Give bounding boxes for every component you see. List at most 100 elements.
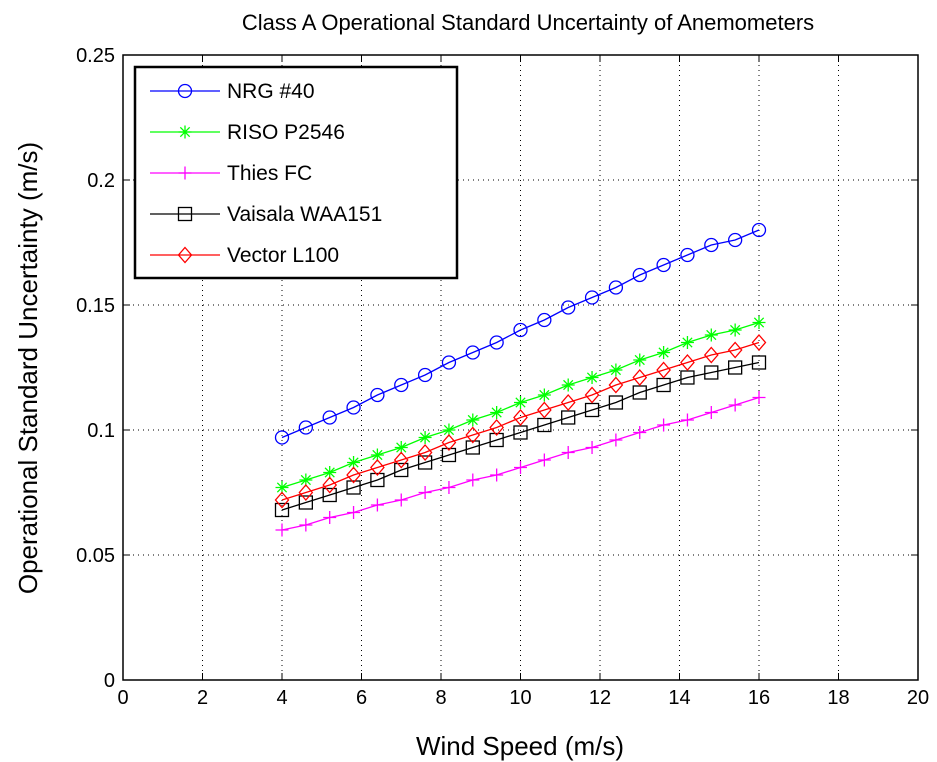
x-axis-ticks: 0 2 4 6 8 10 12 14 16 18 20 bbox=[117, 55, 929, 709]
square-marker bbox=[632, 385, 647, 400]
circle-marker bbox=[704, 237, 719, 253]
plus-marker bbox=[585, 441, 599, 454]
circle-marker bbox=[441, 355, 457, 370]
star-marker bbox=[394, 441, 408, 454]
circle-marker bbox=[346, 400, 361, 415]
series-layer bbox=[274, 222, 767, 537]
diamond-marker bbox=[393, 451, 409, 469]
square-marker bbox=[584, 402, 600, 418]
circle-marker bbox=[584, 290, 600, 305]
series-line bbox=[281, 229, 760, 439]
y-tick-label: 0.05 bbox=[76, 545, 115, 567]
star-marker bbox=[561, 378, 575, 392]
plus-marker bbox=[514, 461, 527, 474]
legend-label: RISO P2546 bbox=[227, 121, 345, 144]
square-marker bbox=[370, 472, 385, 488]
legend: NRG #40 RISO P2546 Thies FC Vaisala WAA151 V… bbox=[133, 65, 459, 280]
circle-marker bbox=[656, 257, 671, 273]
square-marker bbox=[728, 360, 743, 375]
legend-label: Thies FC bbox=[227, 162, 312, 185]
x-tick-label: 12 bbox=[589, 687, 611, 709]
star-marker bbox=[490, 406, 504, 419]
diamond-marker bbox=[608, 376, 624, 394]
diamond-marker bbox=[177, 246, 193, 264]
diamond-marker bbox=[703, 346, 719, 364]
diamond-marker bbox=[489, 419, 505, 436]
square-marker bbox=[513, 425, 528, 440]
legend-item: Vaisala WAA151 bbox=[150, 203, 382, 226]
circle-marker bbox=[728, 232, 743, 248]
plus-marker bbox=[490, 468, 504, 482]
legend-item: Thies FC bbox=[150, 162, 312, 185]
x-tick-label: 14 bbox=[668, 687, 690, 709]
x-tick-label: 0 bbox=[117, 687, 128, 709]
square-marker bbox=[298, 495, 314, 510]
star-marker bbox=[370, 448, 384, 462]
plus-marker bbox=[323, 511, 337, 524]
circle-marker bbox=[417, 367, 433, 383]
circle-marker bbox=[751, 222, 767, 238]
star-marker bbox=[299, 473, 313, 487]
y-axis-ticks: 0 0.05 0.1 0.15 0.2 0.25 bbox=[76, 45, 918, 692]
square-marker bbox=[489, 432, 504, 448]
square-marker bbox=[394, 462, 409, 478]
diamond-marker bbox=[441, 434, 457, 451]
diamond-marker bbox=[632, 369, 648, 386]
square-marker bbox=[322, 487, 337, 503]
x-tick-label: 8 bbox=[435, 687, 446, 709]
circle-marker bbox=[465, 345, 480, 360]
plus-marker bbox=[442, 481, 456, 494]
y-tick-label: 0.2 bbox=[87, 170, 115, 192]
diamond-marker bbox=[346, 466, 361, 484]
plus-marker bbox=[609, 433, 623, 447]
star-marker bbox=[178, 125, 192, 139]
square-marker bbox=[465, 440, 480, 455]
plus-marker bbox=[394, 493, 408, 507]
legend-item: Vector L100 bbox=[150, 244, 339, 267]
plus-marker bbox=[537, 453, 551, 467]
x-tick-label: 10 bbox=[509, 687, 531, 709]
diamond-marker bbox=[417, 444, 433, 461]
plot-frame bbox=[122, 54, 919, 681]
plus-marker bbox=[178, 166, 192, 180]
plus-marker bbox=[680, 413, 694, 427]
series-line bbox=[281, 341, 760, 501]
series-thies-fc bbox=[275, 391, 766, 537]
star-marker bbox=[442, 423, 456, 437]
star-marker bbox=[275, 481, 289, 494]
legend-label: NRG #40 bbox=[227, 80, 315, 103]
plus-marker bbox=[561, 446, 575, 459]
star-marker bbox=[633, 353, 647, 367]
x-tick-label: 4 bbox=[276, 687, 287, 709]
diamond-marker bbox=[322, 476, 338, 494]
square-marker bbox=[274, 502, 290, 518]
star-marker bbox=[466, 413, 480, 427]
x-tick-label: 16 bbox=[748, 687, 770, 709]
series-vaisala-waa151 bbox=[274, 355, 767, 518]
square-marker bbox=[680, 370, 695, 385]
square-marker bbox=[751, 355, 767, 370]
plus-marker bbox=[370, 498, 384, 512]
star-marker bbox=[609, 363, 623, 377]
series-nrg-40 bbox=[274, 222, 767, 445]
star-marker bbox=[752, 316, 766, 329]
grid-lines bbox=[123, 55, 918, 680]
diamond-marker bbox=[536, 401, 552, 419]
circle-marker bbox=[370, 387, 385, 403]
plus-marker bbox=[418, 486, 432, 499]
diamond-marker bbox=[513, 409, 528, 426]
series-line bbox=[281, 361, 760, 511]
legend-item: RISO P2546 bbox=[150, 121, 345, 144]
square-marker bbox=[417, 455, 433, 470]
square-marker bbox=[346, 480, 361, 495]
circle-marker bbox=[537, 312, 552, 328]
legend-item: NRG #40 bbox=[150, 80, 315, 103]
circle-marker bbox=[274, 430, 290, 445]
square-marker bbox=[561, 410, 576, 425]
plus-marker bbox=[299, 518, 313, 532]
plus-marker bbox=[657, 418, 671, 432]
square-marker bbox=[608, 395, 624, 410]
plus-marker bbox=[728, 398, 742, 412]
star-marker bbox=[704, 328, 718, 342]
plus-marker bbox=[347, 506, 361, 519]
